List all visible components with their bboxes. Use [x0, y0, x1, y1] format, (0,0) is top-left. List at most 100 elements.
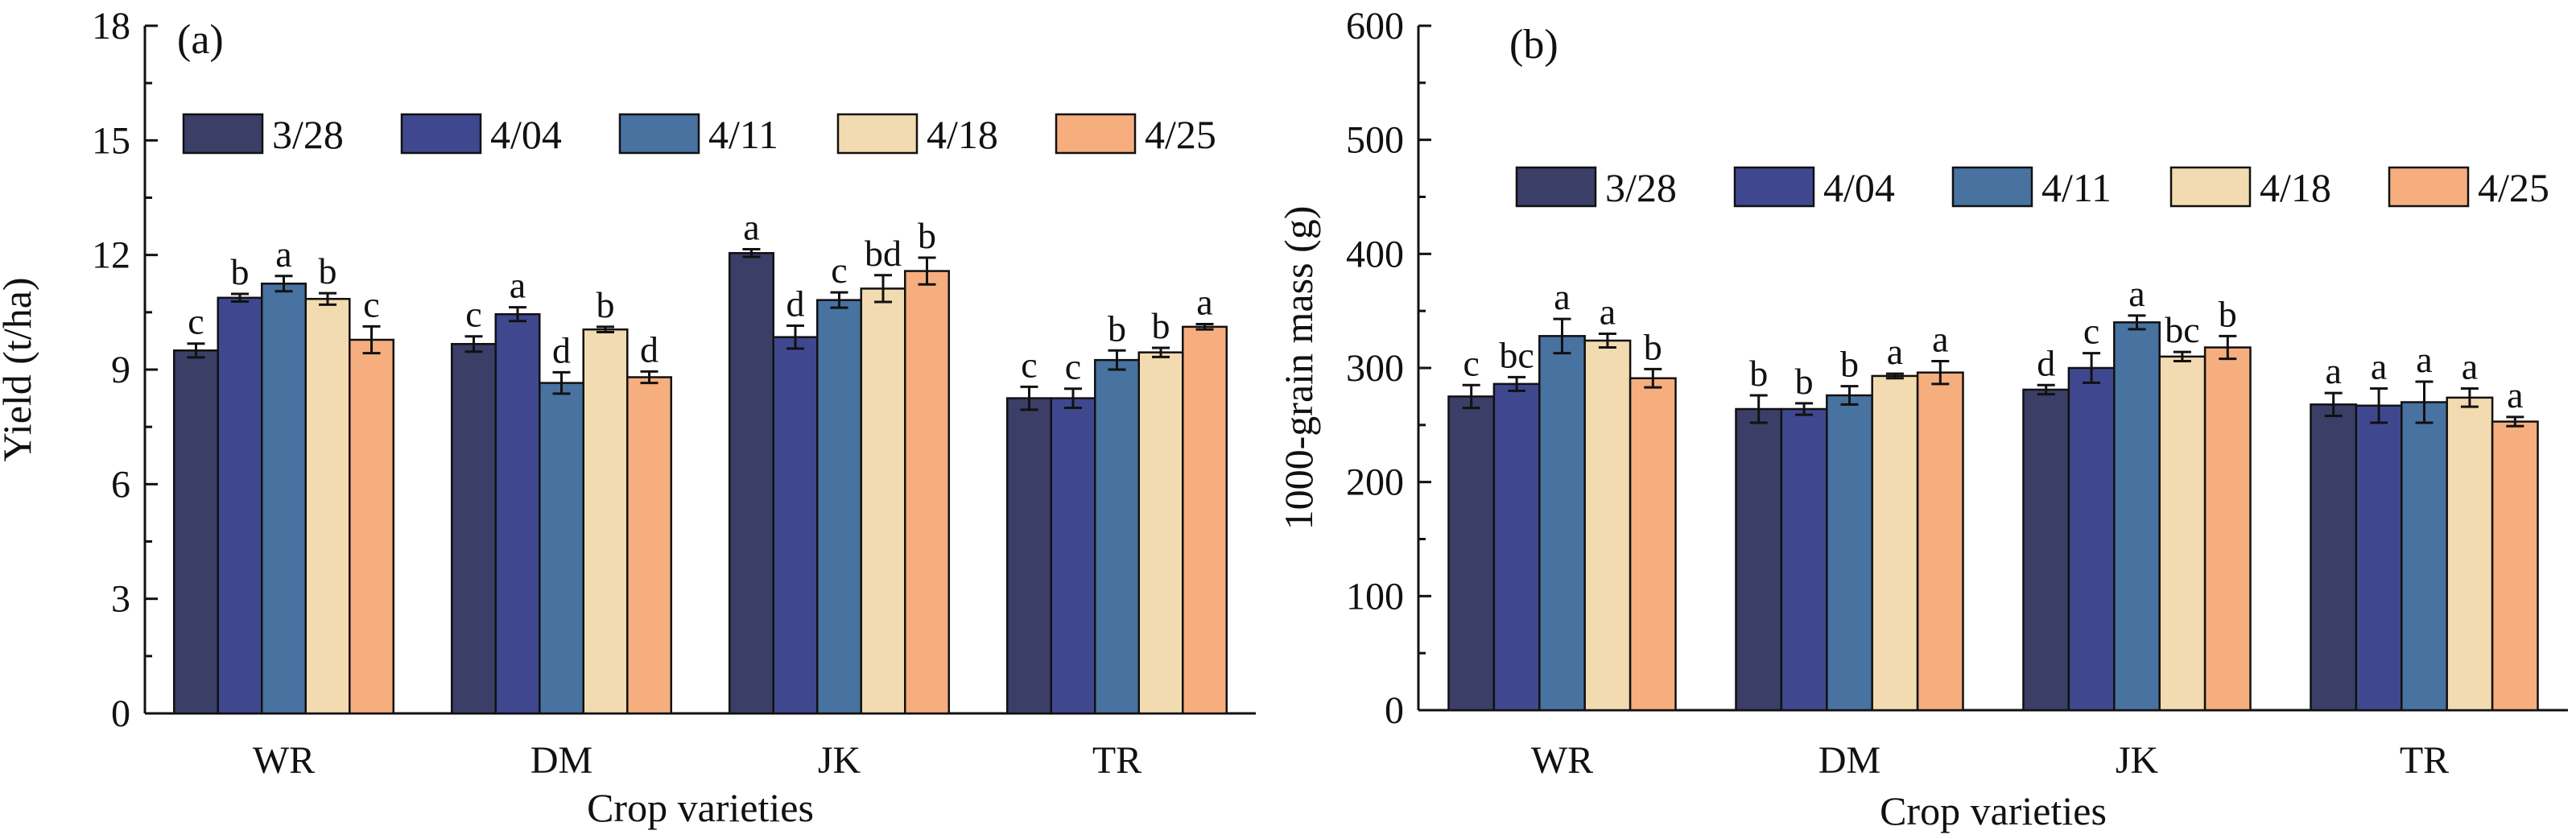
significance-label: bc — [1499, 334, 1534, 375]
significance-label: a — [2462, 346, 2478, 387]
bar — [1735, 407, 1783, 712]
significance-label: b — [597, 284, 615, 325]
y-tick-label: 15 — [92, 119, 130, 162]
chart-panel-b: 0 100 200 300 400 500 600 1000-grain mass (g) Cr… — [1276, 5, 2568, 833]
significance-label: b — [1840, 344, 1859, 385]
significance-label: c — [363, 283, 379, 324]
bar — [2355, 404, 2403, 712]
y-tick-label: 6 — [111, 463, 130, 506]
bar — [2067, 366, 2116, 712]
bar — [2401, 401, 2448, 712]
legend-swatch — [1733, 166, 1815, 208]
legend-swatch — [182, 113, 264, 155]
y-tick-label: 9 — [111, 349, 130, 391]
bar — [1583, 339, 1632, 712]
bar — [172, 349, 219, 715]
significance-label: b — [2219, 293, 2237, 334]
legend-swatch — [1951, 166, 2033, 208]
significance-label: c — [1463, 342, 1479, 383]
bar — [1629, 377, 1677, 712]
x-tick-label: DM — [1818, 739, 1880, 782]
significance-label: a — [1600, 291, 1616, 333]
significance-label: b — [918, 215, 936, 256]
significance-label: d — [786, 283, 804, 324]
y-tick-label: 12 — [92, 234, 130, 277]
significance-label: b — [1644, 326, 1662, 367]
legend-label: 4/18 — [927, 112, 998, 157]
x-tick-label: JK — [818, 739, 861, 782]
bar — [1826, 394, 1873, 712]
bar — [217, 296, 263, 715]
bar — [1780, 407, 1828, 712]
x-axis-title: Crop varieties — [587, 785, 814, 830]
legend-label: 4/11 — [708, 112, 778, 157]
legend-label: 4/11 — [2041, 165, 2112, 210]
bar — [2203, 346, 2252, 712]
legend-swatch — [1055, 113, 1137, 155]
legend-swatch — [2388, 166, 2470, 208]
y-tick-label: 500 — [1346, 119, 1404, 162]
legend-swatch — [618, 113, 700, 155]
panel-label: (b) — [1509, 22, 1558, 68]
bar — [582, 328, 629, 715]
significance-label: d — [640, 329, 658, 370]
bar — [1050, 397, 1096, 715]
panel-label: (a) — [177, 17, 224, 63]
y-tick-label: 0 — [111, 692, 130, 735]
significance-label: a — [510, 265, 526, 306]
bar — [1538, 335, 1586, 712]
significance-label: b — [230, 251, 249, 292]
legend-swatch — [836, 113, 919, 155]
bar — [728, 252, 774, 715]
y-tick-label: 0 — [1385, 689, 1404, 732]
y-tick-label: 100 — [1346, 575, 1404, 618]
y-axis-title: 1000-grain mass (g) — [1276, 206, 1321, 531]
chart-panel-a: 0 3 6 9 12 15 18 Yield (t/ha) Crop varieties (a) W… — [0, 5, 1256, 830]
legend-swatch — [400, 113, 482, 155]
bar — [260, 283, 308, 715]
bar — [860, 287, 906, 715]
significance-label: a — [743, 207, 759, 248]
significance-label: a — [2128, 273, 2145, 314]
bar — [815, 299, 863, 715]
significance-label: a — [1196, 282, 1212, 323]
bar — [772, 336, 819, 715]
x-axis-title: Crop varieties — [1880, 788, 2107, 833]
bar — [494, 312, 541, 715]
legend-swatch — [2169, 166, 2252, 208]
bar — [2113, 321, 2161, 712]
significance-label: c — [465, 294, 481, 335]
bar — [450, 342, 497, 715]
significance-label: d — [552, 329, 571, 370]
bar — [349, 338, 395, 715]
legend-label: 4/25 — [1145, 112, 1216, 157]
significance-label: a — [1887, 331, 1903, 372]
bar — [1005, 397, 1052, 715]
significance-label: a — [2371, 346, 2387, 387]
significance-label: b — [1152, 305, 1170, 346]
significance-label: c — [1021, 344, 1037, 385]
bar — [2446, 396, 2494, 712]
legend-swatch — [1515, 166, 1597, 208]
legend-label: 4/04 — [490, 112, 562, 157]
significance-label: bc — [2165, 309, 2199, 350]
bar — [1137, 351, 1184, 715]
significance-label: b — [319, 250, 337, 291]
x-tick-label: JK — [2116, 739, 2159, 782]
bar — [904, 270, 951, 715]
significance-label: a — [2416, 339, 2432, 380]
x-tick-label: WR — [1531, 739, 1593, 782]
y-tick-label: 300 — [1346, 347, 1404, 390]
bar — [1916, 371, 1964, 712]
significance-label: b — [1108, 308, 1126, 349]
bar — [1447, 395, 1496, 712]
bar — [2310, 403, 2358, 712]
x-tick-label: DM — [530, 739, 592, 782]
bar — [2158, 355, 2207, 712]
y-tick-label: 3 — [111, 578, 130, 621]
significance-label: a — [1932, 319, 1948, 360]
y-tick-label: 400 — [1346, 233, 1404, 275]
legend-label: 4/04 — [1823, 165, 1895, 210]
significance-label: bd — [865, 233, 902, 274]
